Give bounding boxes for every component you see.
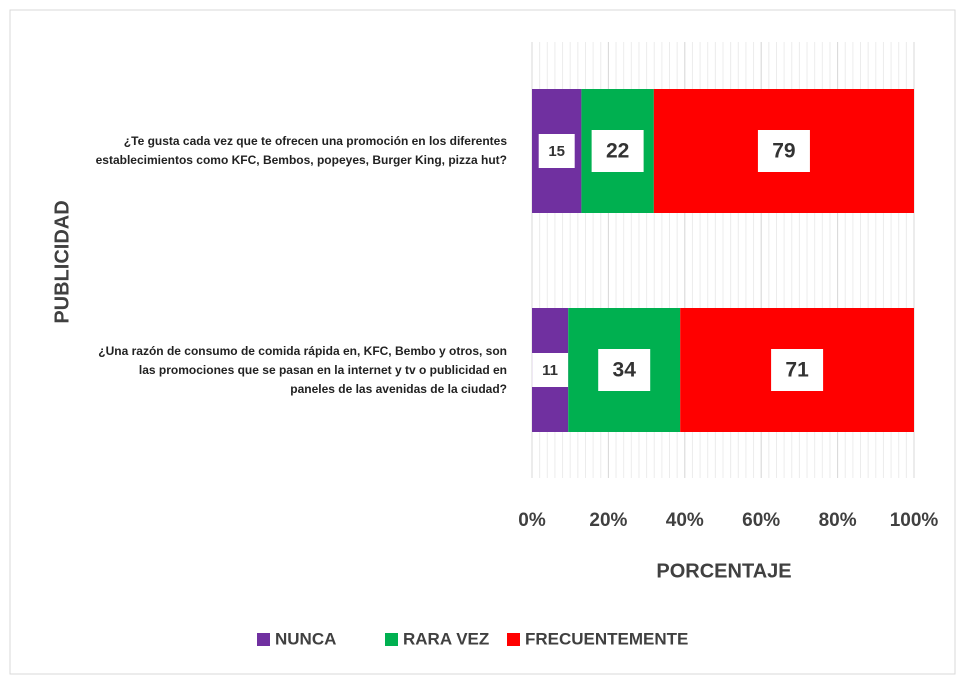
- legend-label: RARA VEZ: [403, 629, 489, 648]
- x-tick-label: 60%: [742, 510, 780, 531]
- data-label-box: [771, 349, 824, 391]
- data-label: 79: [772, 140, 795, 163]
- data-label: 11: [542, 362, 558, 379]
- data-label-box: [757, 130, 810, 172]
- data-label-box: [598, 349, 651, 391]
- category-label-box: ¿Te gusta cada vez que te ofrecen una pr…: [95, 134, 507, 167]
- legend-swatch: [257, 633, 270, 646]
- data-label: 34: [613, 359, 637, 382]
- data-label: 71: [785, 359, 809, 382]
- y-axis-title: PUBLICIDAD: [51, 200, 73, 323]
- x-axis-title: PORCENTAJE: [656, 560, 791, 582]
- legend-swatch: [385, 633, 398, 646]
- x-tick-label: 0%: [518, 510, 546, 531]
- chart-border: [9, 9, 956, 675]
- legend-label: NUNCA: [275, 629, 336, 648]
- data-label: 15: [548, 143, 565, 160]
- x-tick-label: 80%: [819, 510, 857, 531]
- data-label-box: [591, 130, 644, 172]
- category-label-box: ¿Una razón de consumo de comida rápida e…: [98, 343, 507, 396]
- y-tick-label: ¿Una razón de consumo de comida rápida e…: [98, 343, 507, 396]
- legend-swatch: [507, 633, 520, 646]
- legend-label: FRECUENTEMENTE: [525, 629, 688, 648]
- data-label-box: [532, 353, 569, 387]
- x-tick-label: 40%: [666, 510, 704, 531]
- x-tick-label: 20%: [589, 510, 627, 531]
- y-tick-label: ¿Te gusta cada vez que te ofrecen una pr…: [95, 134, 507, 167]
- x-tick-label: 100%: [890, 510, 939, 531]
- data-label-box: [538, 134, 575, 168]
- data-label: 22: [606, 140, 629, 163]
